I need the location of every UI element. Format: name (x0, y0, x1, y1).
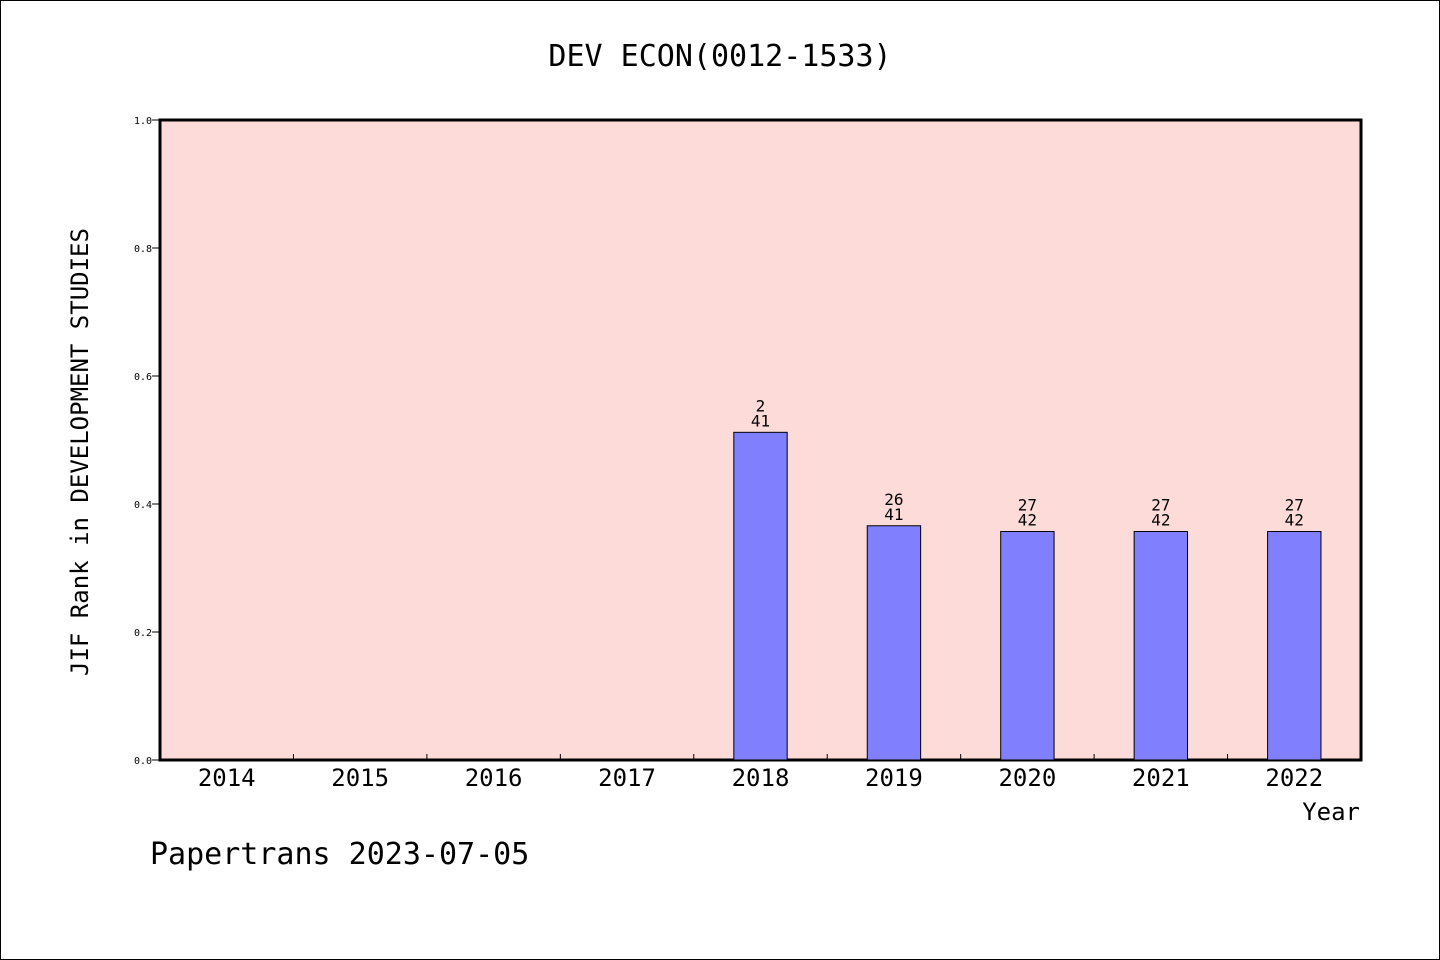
bar-label-total-2018: 41 (751, 411, 770, 430)
x-tick-label-2015: 2015 (331, 764, 389, 792)
bar-label-rank-2020: 27 (1018, 496, 1037, 515)
bar-label-rank-2018: 2 (756, 396, 766, 415)
x-tick-label-2018: 2018 (732, 764, 790, 792)
bar-label-rank-2019: 26 (884, 490, 903, 509)
bar-2022 (1267, 531, 1322, 761)
x-tick-label-2017: 2017 (598, 764, 656, 792)
x-tick-label-2020: 2020 (998, 764, 1056, 792)
bar-label-total-2021: 42 (1151, 511, 1170, 530)
x-tick-label-2021: 2021 (1132, 764, 1190, 792)
x-tick-label-2014: 2014 (198, 764, 256, 792)
bar-label-total-2022: 42 (1285, 511, 1304, 530)
x-tick-label-2016: 2016 (465, 764, 523, 792)
bar-label-total-2019: 41 (884, 505, 903, 524)
bar-label-rank-2022: 27 (1285, 496, 1304, 515)
y-tick-label-0.0: 0.0 (134, 756, 152, 767)
bar-2020 (1000, 531, 1055, 761)
x-tick-label-2019: 2019 (865, 764, 923, 792)
y-tick-label-1.0: 1.0 (134, 116, 152, 127)
chart-title: DEV ECON(0012-1533) (548, 39, 891, 74)
y-axis-ticks: 0.0 0.2 0.4 0.6 0.8 1.0 (134, 116, 160, 767)
y-tick-label-0.4: 0.4 (134, 500, 152, 511)
footer-text: Papertrans 2023-07-05 (150, 837, 529, 872)
y-tick-label-0.2: 0.2 (134, 628, 152, 639)
bar-label-rank-2021: 27 (1151, 496, 1170, 515)
x-axis-label: Year (1302, 798, 1360, 826)
y-tick-label-0.6: 0.6 (134, 372, 152, 383)
bar-2021 (1133, 531, 1189, 761)
y-tick-label-0.8: 0.8 (134, 244, 152, 255)
x-tick-label-2022: 2022 (1265, 764, 1323, 792)
x-axis-ticks: 2014 2015 2016 2017 2018 2019 2020 2021 2022 (198, 754, 1323, 792)
y-axis-label: JIF Rank in DEVELOPMENT STUDIES (66, 228, 94, 676)
bar-2018 (733, 431, 788, 761)
bars-group (733, 431, 1322, 761)
bar-label-total-2020: 42 (1018, 511, 1037, 530)
bar-2019 (866, 525, 922, 761)
